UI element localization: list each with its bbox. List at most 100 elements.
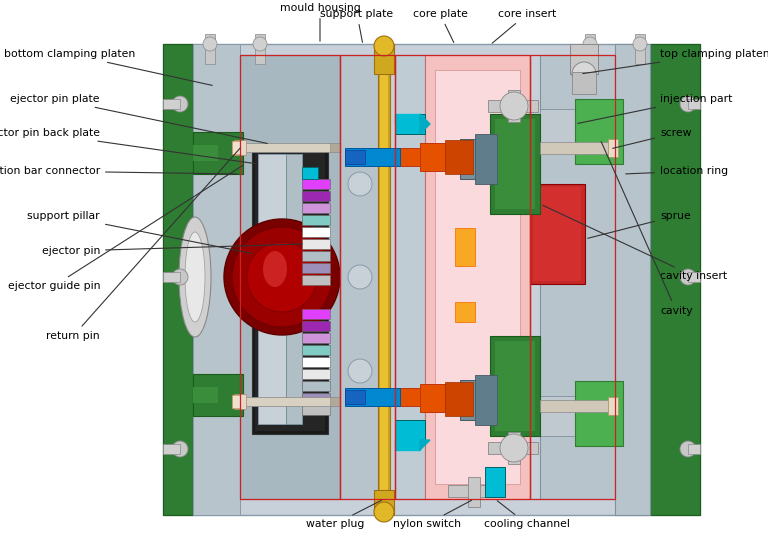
Bar — [302, 167, 318, 179]
Bar — [508, 90, 520, 122]
Bar — [378, 44, 390, 515]
Bar — [488, 442, 538, 454]
Bar — [435, 70, 520, 484]
Bar — [163, 272, 180, 282]
Circle shape — [348, 172, 372, 196]
Text: ejector pin plate: ejector pin plate — [11, 94, 267, 143]
Bar — [240, 55, 340, 499]
Bar — [495, 119, 535, 209]
Bar — [302, 179, 330, 189]
Bar — [688, 99, 700, 109]
Bar — [380, 44, 388, 515]
Circle shape — [172, 441, 188, 457]
Bar — [425, 55, 530, 499]
Bar — [302, 191, 330, 201]
Bar — [302, 239, 330, 249]
Text: location ring: location ring — [626, 166, 728, 176]
Bar — [608, 139, 618, 157]
Bar — [395, 420, 425, 440]
Circle shape — [203, 37, 217, 51]
Bar — [193, 145, 218, 161]
Bar — [234, 394, 246, 409]
Circle shape — [348, 359, 372, 383]
Text: return pin: return pin — [46, 148, 240, 341]
Bar — [395, 388, 425, 406]
Bar — [330, 397, 340, 406]
Bar — [240, 55, 340, 499]
Bar — [585, 34, 595, 64]
Bar — [395, 388, 470, 402]
Bar — [302, 357, 330, 367]
Circle shape — [500, 434, 528, 462]
Circle shape — [224, 219, 340, 335]
Polygon shape — [395, 440, 420, 450]
Circle shape — [253, 37, 267, 51]
Text: core insert: core insert — [492, 9, 556, 43]
Text: ejector pin back plate: ejector pin back plate — [0, 128, 255, 163]
Bar — [495, 341, 535, 431]
Bar — [460, 380, 495, 420]
Polygon shape — [420, 114, 430, 134]
Text: nylon switch: nylon switch — [393, 500, 472, 529]
Bar — [395, 55, 530, 499]
Bar — [345, 388, 400, 406]
Bar — [252, 144, 328, 434]
Bar — [193, 374, 243, 416]
Bar — [302, 275, 330, 285]
Text: top clamping platen: top clamping platen — [583, 49, 768, 74]
Bar — [302, 251, 330, 261]
Bar — [635, 34, 645, 64]
Bar — [234, 140, 246, 155]
Bar — [163, 44, 700, 515]
Bar — [340, 55, 395, 499]
Bar — [650, 44, 700, 515]
Bar — [455, 302, 475, 322]
Text: cooling channel: cooling channel — [484, 501, 570, 529]
Bar — [488, 100, 538, 112]
Bar — [395, 148, 425, 166]
Circle shape — [583, 37, 597, 51]
Bar — [302, 345, 330, 355]
Ellipse shape — [179, 217, 211, 337]
Bar — [445, 140, 473, 174]
Bar — [193, 44, 240, 515]
Circle shape — [500, 92, 528, 120]
Bar — [374, 490, 394, 515]
Circle shape — [633, 37, 647, 51]
Bar — [302, 227, 330, 237]
Bar — [302, 203, 330, 213]
Bar — [340, 55, 378, 499]
Bar — [468, 477, 480, 507]
Bar — [475, 134, 497, 184]
Bar — [608, 397, 618, 415]
Text: cavity: cavity — [601, 141, 693, 316]
Bar — [490, 114, 540, 214]
Text: ejection bar connector: ejection bar connector — [0, 166, 237, 176]
Circle shape — [348, 265, 372, 289]
Polygon shape — [395, 114, 420, 124]
Ellipse shape — [185, 232, 205, 322]
Bar — [540, 400, 610, 412]
Bar — [302, 263, 330, 273]
Circle shape — [247, 242, 317, 312]
Circle shape — [172, 96, 188, 112]
Bar — [302, 369, 330, 379]
Bar — [460, 139, 495, 179]
Bar — [345, 150, 365, 164]
Bar — [395, 114, 425, 134]
Bar — [420, 384, 470, 412]
Text: injection part: injection part — [578, 94, 733, 124]
Bar — [258, 154, 286, 424]
Text: core plate: core plate — [412, 9, 468, 43]
Circle shape — [172, 269, 188, 285]
Bar — [533, 187, 581, 281]
Bar — [530, 55, 615, 499]
Bar — [193, 132, 243, 174]
Circle shape — [680, 441, 696, 457]
Bar — [302, 381, 330, 391]
Bar — [570, 44, 598, 74]
Bar — [530, 184, 585, 284]
Bar — [615, 44, 650, 515]
Text: cavity insert: cavity insert — [542, 205, 727, 281]
Bar — [508, 432, 520, 464]
